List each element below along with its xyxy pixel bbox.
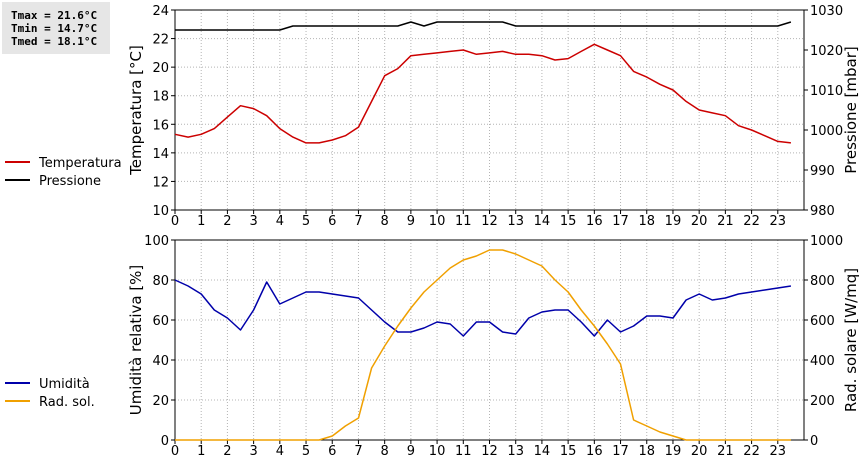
x-tick-label: 6 <box>328 444 336 459</box>
x-tick-label: 23 <box>770 444 787 459</box>
x-tick-label: 22 <box>743 214 760 229</box>
x-tick-label: 9 <box>407 214 415 229</box>
y-right-axis-label: Rad. solare [W/mq] <box>842 268 860 412</box>
x-tick-label: 10 <box>429 214 446 229</box>
x-tick-label: 0 <box>171 444 179 459</box>
x-tick-label: 0 <box>171 214 179 229</box>
y-left-tick-label: 20 <box>152 61 169 76</box>
y-right-axis-label: Pressione [mbar] <box>842 46 860 174</box>
x-tick-label: 8 <box>381 444 389 459</box>
y-left-tick-label: 0 <box>161 434 169 449</box>
x-tick-label: 1 <box>197 214 205 229</box>
x-tick-label: 13 <box>507 444 524 459</box>
x-tick-label: 22 <box>743 444 760 459</box>
y-left-tick-label: 22 <box>152 33 169 48</box>
legend-label: Rad. sol. <box>39 395 95 410</box>
x-tick-label: 17 <box>612 444 629 459</box>
series-line-rad-sol <box>175 249 791 441</box>
y-right-tick-label: 800 <box>810 274 835 289</box>
x-tick-label: 19 <box>665 444 682 459</box>
y-right-tick-label: 980 <box>810 204 835 219</box>
x-tick-label: 11 <box>455 214 472 229</box>
series-line-pressione <box>175 21 792 31</box>
y-left-tick-label: 80 <box>152 274 169 289</box>
x-tick-label: 6 <box>328 214 336 229</box>
y-right-tick-label: 400 <box>810 354 835 369</box>
y-right-tick-label: 600 <box>810 314 835 329</box>
legends: Temperatura Pressione Umidità Rad. sol. <box>5 156 122 410</box>
x-tick-label: 1 <box>197 444 205 459</box>
x-tick-label: 3 <box>249 444 257 459</box>
x-tick-label: 5 <box>302 214 310 229</box>
y-right-tick-label: 1000 <box>810 124 843 139</box>
x-tick-label: 11 <box>455 444 472 459</box>
x-tick-label: 2 <box>223 214 231 229</box>
y-left-tick-label: 24 <box>152 4 169 19</box>
y-right-tick-label: 990 <box>810 164 835 179</box>
x-tick-label: 3 <box>249 214 257 229</box>
series-line-temperatura <box>174 43 791 144</box>
x-tick-label: 14 <box>534 444 551 459</box>
y-left-tick-label: 60 <box>152 314 169 329</box>
x-tick-label: 10 <box>429 444 446 459</box>
x-tick-label: 18 <box>638 444 655 459</box>
tmed-text: Tmed = 18.1°C <box>11 35 98 48</box>
x-tick-label: 18 <box>638 214 655 229</box>
stats-box: Tmax = 21.6°C Tmin = 14.7°C Tmed = 18.1°… <box>2 2 110 54</box>
y-left-tick-label: 12 <box>152 175 169 190</box>
x-tick-label: 13 <box>507 214 524 229</box>
x-tick-label: 4 <box>276 444 284 459</box>
y-left-tick-label: 20 <box>152 394 169 409</box>
y-right-tick-label: 1030 <box>810 4 843 19</box>
y-left-axis-label: Temperatura [°C] <box>127 45 145 176</box>
chart-humidity-radiation: 0 1 2 3 4 5 6 7 8 9 10 11 12 13 14 15 16 17 18 19 20 21 22 2302… <box>127 234 860 459</box>
x-tick-label: 5 <box>302 444 310 459</box>
y-right-tick-label: 200 <box>810 394 835 409</box>
x-tick-label: 17 <box>612 214 629 229</box>
y-left-tick-label: 18 <box>152 90 169 105</box>
y-left-axis-label: Umidità relativa [%] <box>127 265 145 416</box>
y-right-tick-label: 0 <box>810 434 818 449</box>
y-right-tick-label: 1020 <box>810 44 843 59</box>
x-tick-label: 12 <box>481 214 498 229</box>
x-tick-label: 20 <box>691 444 708 459</box>
x-tick-label: 14 <box>534 214 551 229</box>
x-tick-label: 4 <box>276 214 284 229</box>
y-left-tick-label: 14 <box>152 147 169 162</box>
y-left-tick-label: 40 <box>152 354 169 369</box>
x-tick-label: 7 <box>354 444 362 459</box>
x-tick-label: 19 <box>665 214 682 229</box>
x-tick-label: 20 <box>691 214 708 229</box>
x-tick-label: 7 <box>354 214 362 229</box>
legend-label: Pressione <box>39 174 101 189</box>
y-left-tick-label: 16 <box>152 118 169 133</box>
x-tick-label: 21 <box>717 444 734 459</box>
x-tick-label: 12 <box>481 444 498 459</box>
chart-temperature-pressure: 0 1 2 3 4 5 6 7 8 9 10 11 12 13 14 15 16 17 18 19 20 21 22 2310… <box>127 4 860 229</box>
x-tick-label: 16 <box>586 444 603 459</box>
x-tick-label: 15 <box>560 214 577 229</box>
x-tick-label: 8 <box>381 214 389 229</box>
y-right-tick-label: 1000 <box>810 234 843 249</box>
x-tick-label: 9 <box>407 444 415 459</box>
y-left-tick-label: 100 <box>144 234 169 249</box>
tmax-text: Tmax = 21.6°C <box>11 9 98 22</box>
tmin-text: Tmin = 14.7°C <box>11 22 98 35</box>
legend-label: Umidità <box>39 377 90 392</box>
x-tick-label: 16 <box>586 214 603 229</box>
y-right-tick-label: 1010 <box>810 84 843 99</box>
x-tick-label: 21 <box>717 214 734 229</box>
series-line-umidit <box>174 279 792 337</box>
y-left-tick-label: 10 <box>152 204 169 219</box>
x-tick-label: 15 <box>560 444 577 459</box>
legend-label: Temperatura <box>38 156 122 171</box>
x-tick-label: 2 <box>223 444 231 459</box>
x-tick-label: 23 <box>770 214 787 229</box>
